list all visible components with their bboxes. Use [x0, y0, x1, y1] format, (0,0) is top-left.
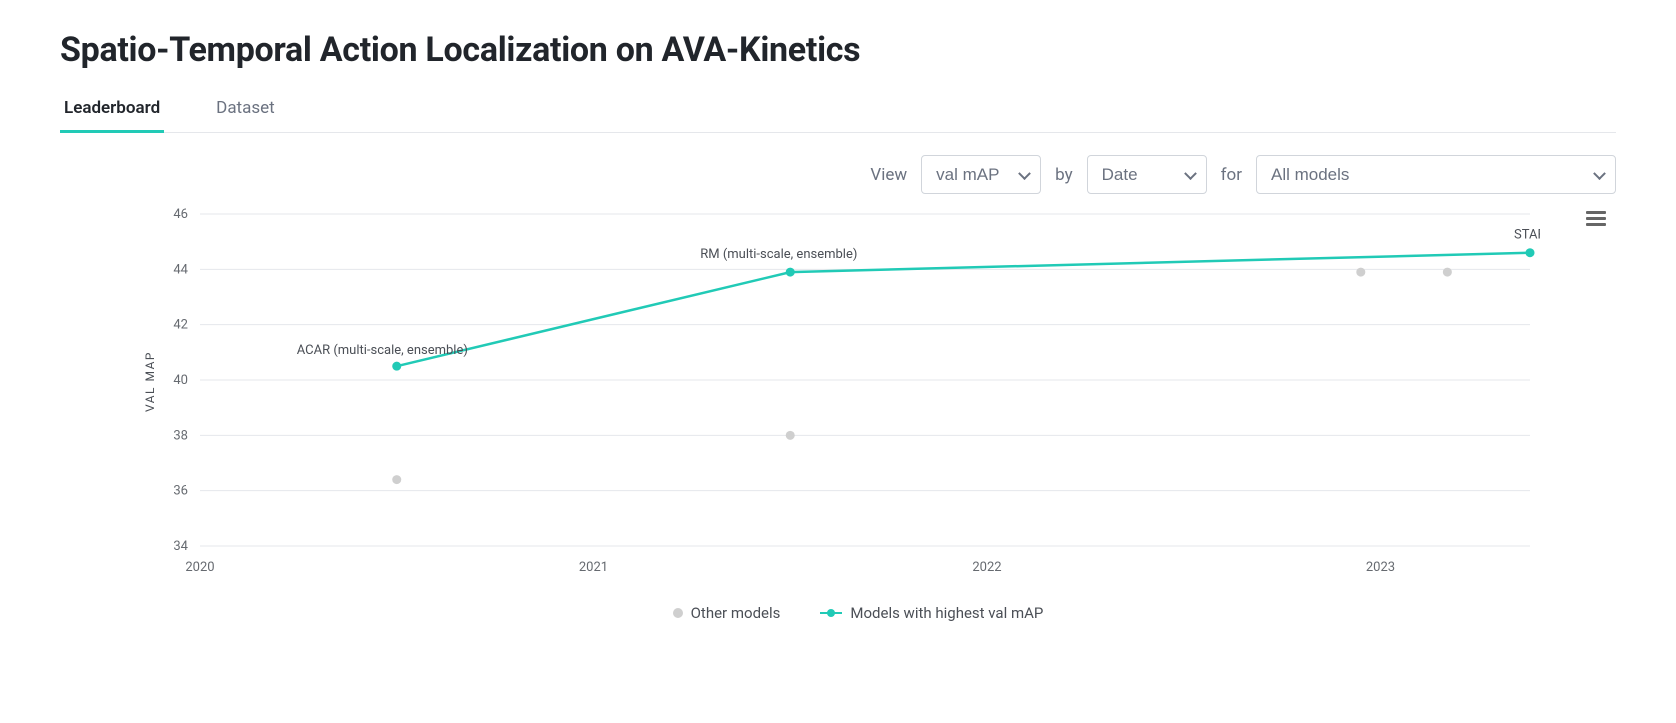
- chart-controls: View val mAP by Date for All models: [60, 155, 1616, 194]
- y-tick-label: 34: [173, 539, 188, 554]
- y-tick-label: 38: [173, 428, 188, 443]
- by-select[interactable]: Date: [1087, 155, 1207, 194]
- chart-container: 34 36 38 40 42 44 46 2020 2021 2022 2023 VAL MAP ACA…: [60, 204, 1616, 622]
- legend-line-icon: [820, 612, 842, 615]
- point-label: STAR/L: [1514, 228, 1540, 243]
- other-model-point[interactable]: [1356, 268, 1365, 277]
- y-axis-label: VAL MAP: [143, 351, 157, 412]
- chart-legend: Other models Models with highest val mAP: [100, 604, 1616, 622]
- legend-item-best[interactable]: Models with highest val mAP: [820, 604, 1043, 622]
- x-tick-label: 2022: [972, 560, 1001, 575]
- x-tick-label: 2023: [1366, 560, 1395, 575]
- other-model-point[interactable]: [392, 475, 401, 484]
- point-label: ACAR (multi-scale, ensemble): [297, 343, 468, 358]
- metric-select[interactable]: val mAP: [921, 155, 1041, 194]
- legend-item-other[interactable]: Other models: [673, 604, 781, 622]
- chart-menu-icon[interactable]: [1586, 208, 1606, 229]
- chart-svg: 34 36 38 40 42 44 46 2020 2021 2022 2023 VAL MAP ACA…: [100, 204, 1540, 594]
- y-tick-label: 44: [173, 262, 188, 277]
- x-tick-label: 2021: [579, 560, 608, 575]
- best-model-point[interactable]: [786, 268, 795, 277]
- page-title: Spatio-Temporal Action Localization on A…: [60, 30, 1616, 70]
- for-label: for: [1221, 165, 1242, 185]
- y-tick-label: 46: [173, 207, 188, 222]
- other-model-point[interactable]: [786, 431, 795, 440]
- tab-leaderboard[interactable]: Leaderboard: [60, 88, 164, 133]
- by-label: by: [1055, 165, 1073, 185]
- y-tick-label: 42: [173, 318, 188, 333]
- other-model-point[interactable]: [1443, 268, 1452, 277]
- best-model-point[interactable]: [1526, 248, 1535, 257]
- point-label: RM (multi-scale, ensemble): [700, 247, 857, 262]
- legend-dot-icon: [673, 608, 683, 618]
- tab-dataset[interactable]: Dataset: [212, 88, 279, 133]
- x-tick-label: 2020: [185, 560, 214, 575]
- view-label: View: [870, 165, 907, 185]
- legend-label: Other models: [691, 604, 781, 622]
- filter-select[interactable]: All models: [1256, 155, 1616, 194]
- y-tick-label: 40: [173, 373, 188, 388]
- legend-label: Models with highest val mAP: [850, 604, 1043, 622]
- tabs: Leaderboard Dataset: [60, 88, 1616, 133]
- best-model-point[interactable]: [392, 362, 401, 371]
- y-tick-label: 36: [173, 484, 188, 499]
